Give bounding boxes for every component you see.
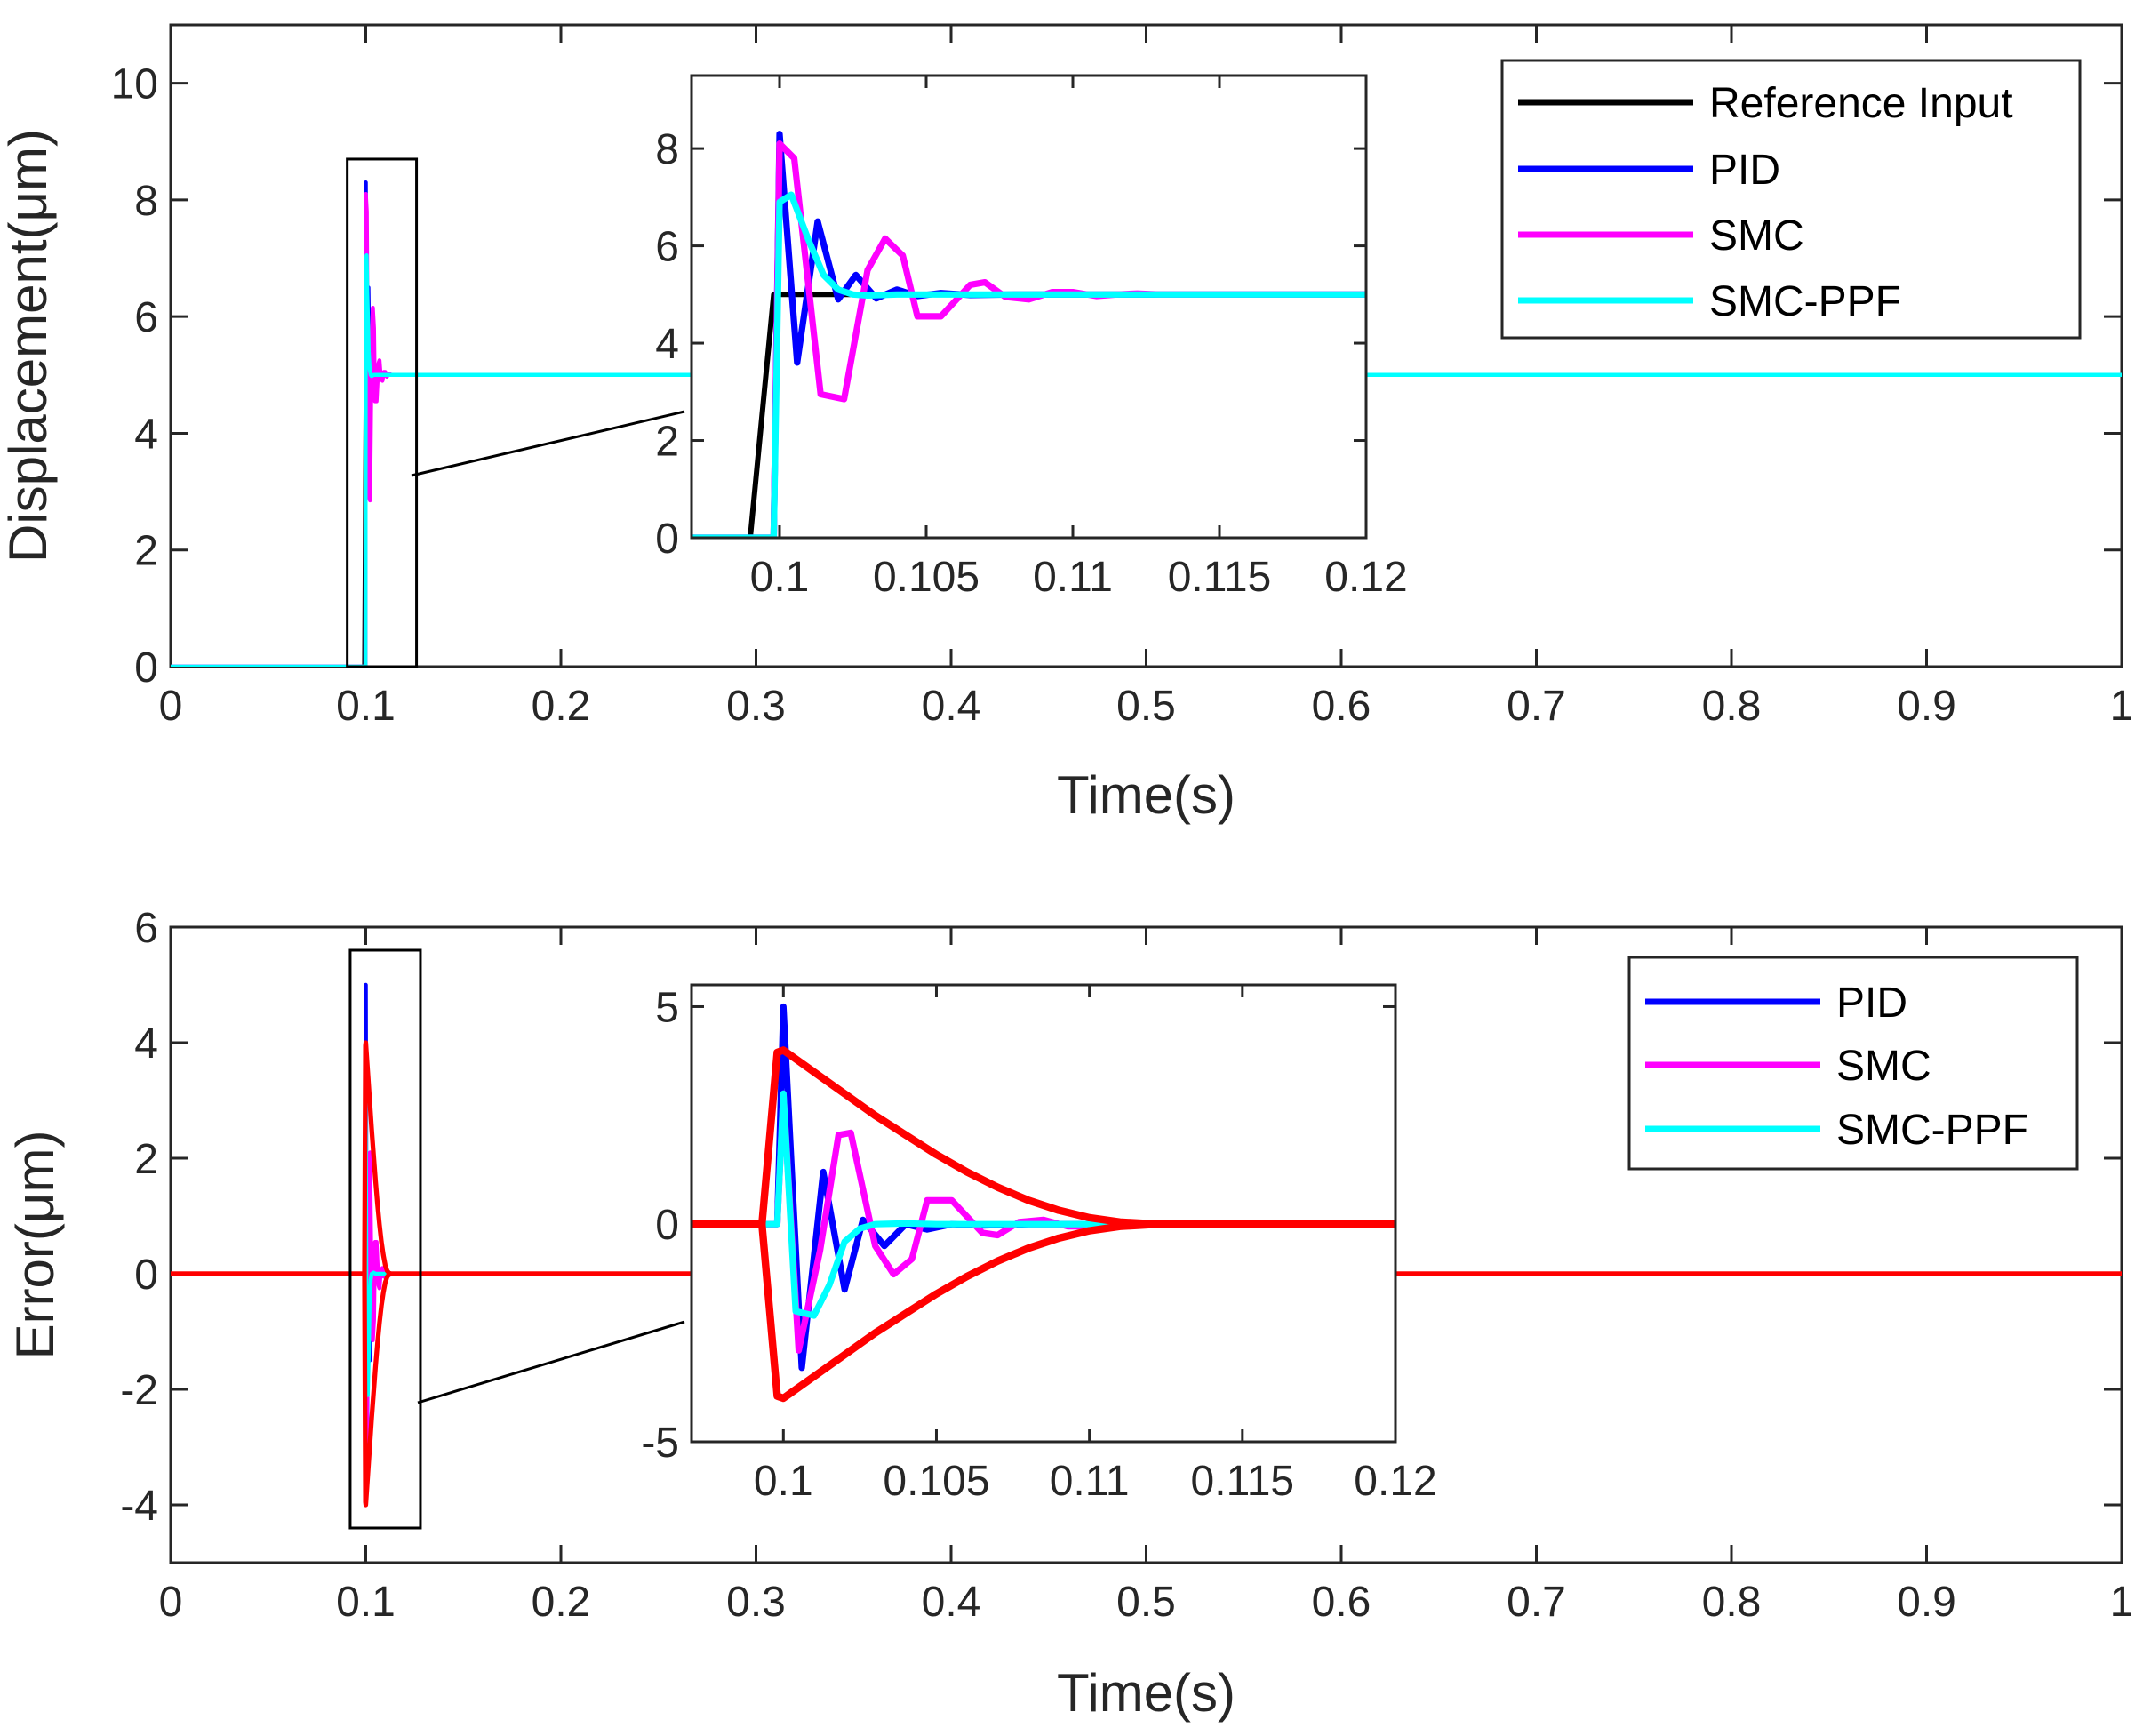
bottom-main-series-group [171, 982, 2122, 1508]
bottom-main-ytick-label: -2 [120, 1367, 158, 1414]
top-inset-series-group [692, 131, 1366, 538]
top-main-xtick-label: 0.3 [726, 683, 786, 730]
bottom-main-ytick-label: 6 [134, 905, 158, 952]
bottom-main-xtick-label: 0.3 [726, 1579, 786, 1626]
bottom-inset-ytick-label: 5 [655, 984, 679, 1031]
top-inset: 0.1 0.105 0.11 0.115 0.12 0 2 4 6 8 [655, 74, 1408, 601]
bottom-legend-label: SMC [1836, 1043, 1931, 1090]
top-main-xtick-label: 0.6 [1312, 683, 1371, 730]
bottom-main-xtick-label: 1 [2110, 1579, 2134, 1626]
top-legend-label: SMC [1709, 212, 1804, 260]
top-main-xtick-label: 0.1 [336, 683, 396, 730]
top-main-ytick-label: 2 [134, 528, 158, 575]
top-inset-ytick-label: 4 [655, 321, 679, 368]
top-ylabel: Displacement(μm) [0, 129, 58, 563]
bottom-inset-xtick-label: 0.11 [1050, 1458, 1130, 1505]
top-inset-xtick-label: 0.1 [750, 554, 810, 601]
top-main-xtick-label: 0.4 [922, 683, 981, 730]
top-inset-xtick-label: 0.105 [873, 554, 980, 601]
top-inset-ytick-label: 8 [655, 126, 679, 173]
bottom-legend: PID SMC SMC-PPF [1627, 956, 2079, 1171]
top-xlabel: Time(s) [1057, 765, 1235, 825]
bottom-ylabel: Error(μm) [5, 1131, 65, 1360]
top-main-ytick-label: 10 [111, 61, 158, 108]
bottom-main-line-bound-lower- [171, 1271, 2122, 1508]
top-legend-label: SMC-PPF [1709, 278, 1901, 325]
bottom-zoom-box [348, 948, 422, 1530]
top-main-xtick-label: 0.8 [1702, 683, 1762, 730]
bottom-inset-ytick-label: -5 [641, 1420, 679, 1467]
bottom-main-xtick-label: 0.1 [336, 1579, 396, 1626]
top-main-xtick-label: 0.9 [1897, 683, 1956, 730]
bottom-inset-xtick-label: 0.12 [1354, 1458, 1436, 1505]
bottom-inset-line-bound-lower- [692, 1220, 1395, 1403]
bottom-xlabel: Time(s) [1057, 1663, 1235, 1723]
bottom-inset-xtick-label: 0.115 [1191, 1458, 1295, 1505]
top-inset-ytick-label: 2 [655, 419, 679, 466]
top-legend-box [1500, 59, 2082, 340]
bottom-inset-xtick-label: 0.105 [883, 1458, 989, 1505]
bottom-zoom-connector [417, 1320, 685, 1404]
top-main-ytick-label: 4 [134, 411, 158, 458]
bottom-main-ytick-label: 2 [134, 1136, 158, 1183]
top-inset-xtick-label: 0.11 [1033, 554, 1113, 601]
top-main-xtick-label: 1 [2110, 683, 2134, 730]
bottom-main-xtick-label: 0.4 [922, 1579, 981, 1626]
bottom-inset-ytick-label: 0 [655, 1202, 679, 1249]
bottom-main-xtick-label: 0.8 [1702, 1579, 1762, 1626]
top-legend: Reference Input PID SMC SMC-PPF [1500, 59, 2082, 340]
top-inset-line-smc-ppf [692, 191, 1366, 538]
bottom-main-ytick-label: 4 [134, 1020, 158, 1068]
bottom-main-xtick-label: 0.7 [1507, 1579, 1566, 1626]
top-legend-label: Reference Input [1709, 80, 2013, 127]
bottom-main-xtick-label: 0.6 [1312, 1579, 1371, 1626]
bottom-main-xtick-label: 0.9 [1897, 1579, 1956, 1626]
top-inset-line-reference-input [692, 292, 1366, 538]
top-inset-xtick-label: 0.12 [1324, 554, 1407, 601]
top-inset-ytick-label: 0 [655, 516, 679, 563]
top-main-xtick-label: 0.5 [1116, 683, 1176, 730]
top-inset-frame [690, 74, 1368, 540]
panel-bottom: 0 0.1 0.2 0.3 0.4 0.5 0.6 0.7 0.8 0.9 1 -4 -2 0 2 4 6 0.1… [5, 905, 2134, 1723]
bottom-main-ytick-label: -4 [120, 1483, 158, 1530]
bottom-main-xtick-label: 0 [159, 1579, 183, 1626]
bottom-inset-xtick-label: 0.1 [754, 1458, 813, 1505]
bottom-legend-label: SMC-PPF [1836, 1107, 2028, 1154]
top-zoom-connector [411, 410, 685, 477]
top-main-ytick-label: 8 [134, 178, 158, 225]
top-inset-xtick-label: 0.115 [1168, 554, 1272, 601]
bottom-inset-frame [690, 983, 1397, 1444]
bottom-inset-axes-box [690, 983, 1397, 1444]
bottom-main-ytick-label: 0 [134, 1252, 158, 1299]
top-main-ytick-label: 6 [134, 294, 158, 341]
top-main-xtick-label: 0.2 [532, 683, 591, 730]
top-main-ytick-label: 0 [134, 644, 158, 692]
top-main-xtick-label: 0.7 [1507, 683, 1566, 730]
bottom-inset-series-group [692, 1003, 1395, 1403]
top-zoom-box [346, 157, 419, 668]
bottom-inset-line-smc-ppf [692, 1090, 1395, 1319]
bottom-legend-label: PID [1836, 980, 1907, 1027]
top-main-line-smc-ppf [171, 253, 2122, 667]
top-legend-label: PID [1709, 147, 1780, 194]
bottom-main-xtick-label: 0.5 [1116, 1579, 1176, 1626]
bottom-inset: 0.1 0.105 0.11 0.115 0.12 -5 0 5 [641, 983, 1437, 1505]
top-main-xtick-label: 0 [159, 683, 183, 730]
bottom-main-xtick-label: 0.2 [532, 1579, 591, 1626]
top-inset-ytick-label: 6 [655, 224, 679, 271]
